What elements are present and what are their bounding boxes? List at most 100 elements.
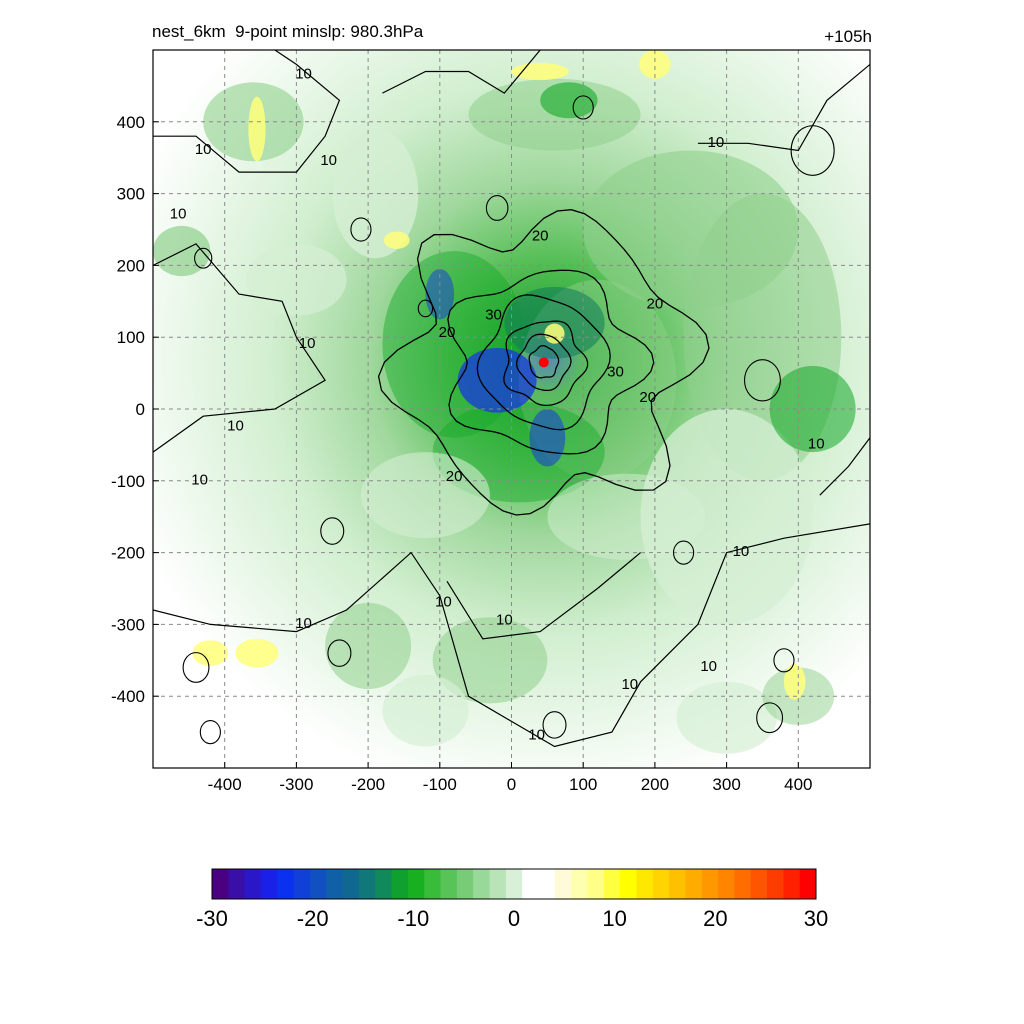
contour-loop	[350, 217, 372, 242]
colorbar-swatch	[685, 869, 703, 899]
colorbar-frame	[211, 868, 817, 900]
contour-loop	[672, 540, 695, 565]
colorbar-tick-label: 10	[602, 906, 626, 931]
colorbar-swatch	[718, 869, 735, 899]
contour-loop	[320, 517, 345, 545]
contour-line	[447, 269, 655, 455]
colorbar-tick-label: -20	[297, 906, 329, 931]
field-blob	[457, 347, 537, 413]
colorbar-swatch	[489, 869, 507, 899]
colorbar-swatch	[342, 869, 360, 899]
contour-loop	[194, 247, 213, 269]
contour-label: 10	[320, 152, 337, 169]
colorbar-swatch	[799, 869, 817, 899]
contour-loop	[572, 95, 594, 120]
contour-label: 10	[295, 66, 312, 83]
contour-label: 10	[295, 615, 312, 632]
colorbar-swatch	[734, 869, 752, 899]
contour-loop	[542, 711, 567, 739]
x-tick-label: 400	[784, 775, 812, 794]
contour-labels: 10 10 10 10 10 10 10 10 10 10 10 10 10 10 10 10 20 20 20 20…	[170, 66, 825, 744]
contour-label: 20	[647, 295, 664, 312]
x-tick-label: 300	[712, 775, 740, 794]
colorbar-swatch	[522, 869, 539, 899]
colorbar-swatch	[391, 869, 409, 899]
colorbar-swatch	[277, 869, 295, 899]
contour-label: 10	[191, 471, 208, 488]
x-tick-label: -200	[351, 775, 385, 794]
contour-label: 10	[435, 593, 452, 610]
contour-label: 10	[708, 134, 725, 151]
contour-loop	[756, 702, 784, 734]
colorbar-swatch	[505, 869, 523, 899]
colorbar-swatch	[750, 869, 768, 899]
contour-label: 10	[496, 611, 513, 628]
contour-loop	[773, 648, 795, 673]
field-blob-positive	[639, 50, 671, 79]
colorbar-swatch	[701, 869, 719, 899]
y-tick-label: 200	[117, 256, 145, 275]
contour-label: 10	[621, 676, 638, 693]
contour-line	[516, 333, 572, 392]
colorbar-swatch	[554, 869, 572, 899]
x-axis: -400 -300 -200 -100 0 100 200 300 400	[208, 762, 812, 794]
contour-label: 10	[700, 658, 717, 675]
contour-label: 10	[195, 141, 212, 158]
contour-loop	[327, 639, 352, 667]
colorbar-swatch	[309, 869, 327, 899]
field-blob	[529, 409, 566, 467]
field-blob	[360, 452, 490, 539]
contour-loop	[182, 652, 210, 683]
colorbar-swatch	[293, 869, 311, 899]
contour-label: 30	[485, 306, 502, 323]
colorbar-swatch	[375, 869, 393, 899]
colorbar-tick-label: 0	[508, 906, 520, 931]
contour-label: 10	[227, 418, 244, 435]
field-blob	[382, 674, 469, 747]
x-tick-label: 100	[569, 775, 597, 794]
colorbar-swatch	[407, 869, 425, 899]
colorbar-swatch	[326, 869, 344, 899]
y-tick-label: -100	[111, 472, 145, 491]
contour-line	[528, 345, 560, 379]
colorbar-swatch	[473, 869, 491, 899]
colorbar-tick-label: 20	[703, 906, 727, 931]
contour-label: 20	[639, 389, 656, 406]
field-blob	[432, 617, 548, 704]
contour-label: 10	[808, 435, 825, 452]
x-tick-label: 200	[641, 775, 669, 794]
contour-line	[446, 552, 641, 640]
y-tick-label: -400	[111, 687, 145, 706]
contour-label: 20	[446, 468, 463, 485]
y-tick-label: 400	[117, 113, 145, 132]
field-blob-positive	[383, 231, 410, 249]
contour-label: 20	[532, 227, 549, 244]
colorbar-swatch	[440, 869, 458, 899]
contour-line	[382, 50, 541, 94]
contour-label: 30	[607, 364, 624, 381]
colorbar-tick-label: 30	[804, 906, 828, 931]
contour-line	[153, 523, 870, 748]
field-blob-positive	[511, 62, 569, 81]
x-tick-label: -300	[279, 775, 313, 794]
colorbar-swatch	[603, 869, 621, 899]
contour-loop	[790, 125, 835, 176]
contour-loop	[417, 299, 434, 318]
colorbar-swatch	[652, 869, 670, 899]
colorbar-tick-label: -10	[397, 906, 429, 931]
y-axis: 400 300 200 100 0 -100 -200 -300 -400	[111, 113, 159, 706]
colorbar-swatch	[587, 869, 605, 899]
field-blob	[246, 243, 347, 316]
contour-line	[697, 63, 870, 152]
colorbar-swatch	[228, 869, 246, 899]
field-blob-positive	[192, 640, 229, 667]
y-tick-label: 0	[136, 400, 145, 419]
contour-label: 10	[528, 726, 545, 743]
colorbar: -30 -20 -10 0 10 20 30	[196, 868, 828, 931]
colorbar-swatch	[244, 869, 262, 899]
contours	[153, 50, 870, 748]
y-tick-label: 300	[117, 185, 145, 204]
y-tick-label: -200	[111, 544, 145, 563]
contour-label: 10	[299, 335, 316, 352]
